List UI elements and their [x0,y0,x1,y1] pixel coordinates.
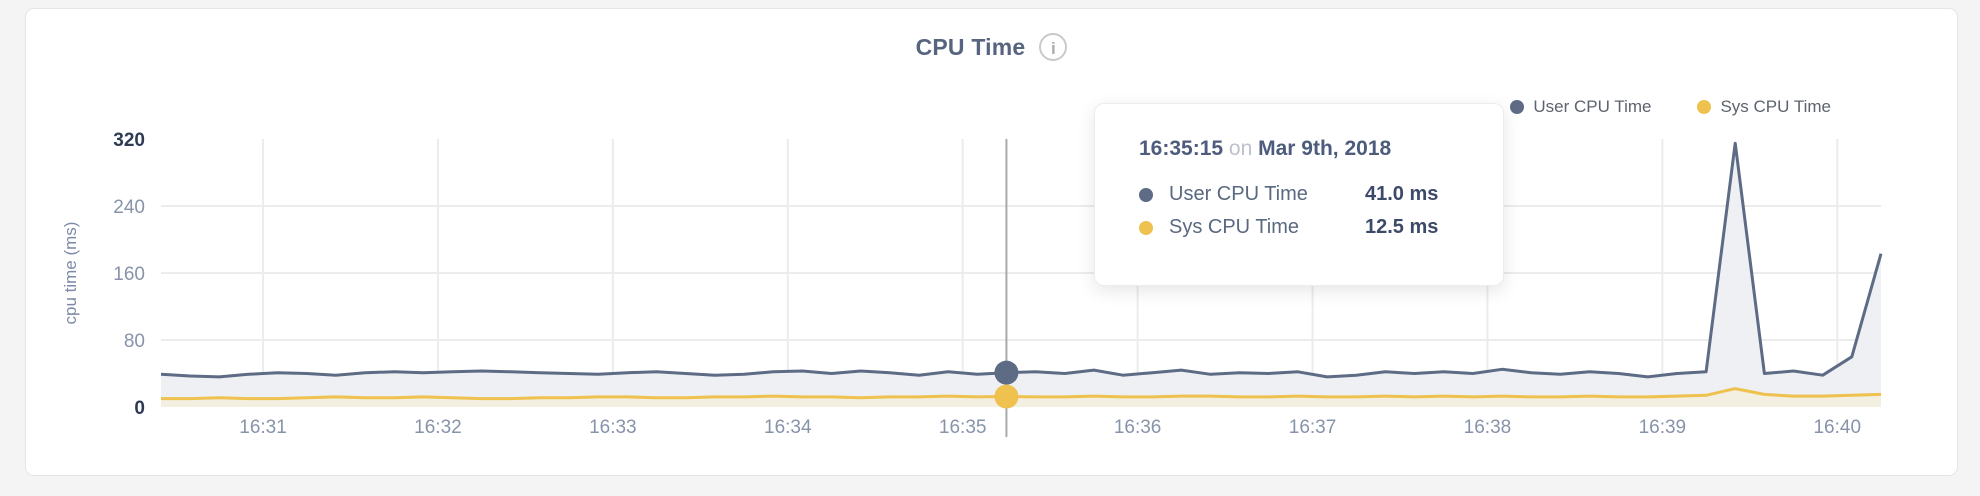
info-icon[interactable]: i [1039,33,1068,61]
y-tick-label: 320 [113,130,145,151]
x-tick-label: 16:39 [1639,417,1687,438]
chart-header: CPU Time i [26,33,1957,61]
x-tick-label: 16:36 [1114,417,1162,438]
tooltip-label-user-cpu: User CPU Time [1169,183,1308,205]
legend-label-sys-cpu: Sys CPU Time [1720,97,1831,116]
x-tick-label: 16:31 [239,417,287,438]
x-tick-label: 16:33 [589,417,637,438]
tooltip-row-sys-cpu: Sys CPU Time 12.5 ms [1139,211,1503,244]
tooltip-time: 16:35:15 [1139,137,1224,160]
sys-cpu-dot-icon [1139,220,1153,235]
legend-item-user-cpu[interactable]: User CPU Time [1510,97,1651,117]
user-cpu-legend-dot [1510,100,1525,114]
chart-title: CPU Time [915,33,1026,60]
tooltip-label-sys-cpu: Sys CPU Time [1169,216,1300,238]
x-tick-label: 16:34 [764,417,812,438]
user-cpu-line[interactable] [160,141,1883,379]
sys-cpu-marker-dot[interactable] [994,384,1019,409]
hover-tooltip: 16:35:15 on Mar 9th, 2018 User CPU Time … [1094,103,1504,286]
cpu-time-chart-card: CPU Time i User CPU Time Sys CPU Time 0 8… [25,8,1958,476]
y-tick-label: 0 [134,398,145,419]
sys-cpu-line[interactable] [161,387,1882,401]
chart-legend: User CPU Time Sys CPU Time [1510,97,1831,117]
cpu-time-plot[interactable]: 0 80 160 240 320 16:31 16:32 16:33 16:34 16:35 16:… [26,9,1959,477]
tooltip-value-user-cpu: 41.0 ms [1365,183,1439,205]
y-tick-label: 80 [124,331,145,352]
tooltip-value-sys-cpu: 12.5 ms [1365,216,1439,238]
y-tick-label: 240 [113,197,145,218]
user-cpu-area [161,143,1881,407]
sys-cpu-legend-dot [1697,100,1712,114]
x-tick-label: 16:38 [1464,417,1512,438]
tooltip-connector: on [1228,137,1253,160]
y-axis-title: cpu time (ms) [61,222,80,325]
x-tick-label: 16:40 [1813,417,1861,438]
x-tick-label: 16:32 [414,417,462,438]
legend-item-sys-cpu[interactable]: Sys CPU Time [1697,97,1831,117]
user-cpu-marker-dot[interactable] [994,360,1019,385]
tooltip-date: Mar 9th, 2018 [1258,137,1392,160]
user-cpu-dot-icon [1139,187,1153,202]
tooltip-header: 16:35:15 on Mar 9th, 2018 [1139,137,1503,161]
x-tick-label: 16:37 [1289,417,1337,438]
legend-label-user-cpu: User CPU Time [1533,97,1652,116]
x-tick-label: 16:35 [939,417,987,438]
y-tick-label: 160 [113,264,145,285]
tooltip-row-user-cpu: User CPU Time 41.0 ms [1139,178,1503,211]
